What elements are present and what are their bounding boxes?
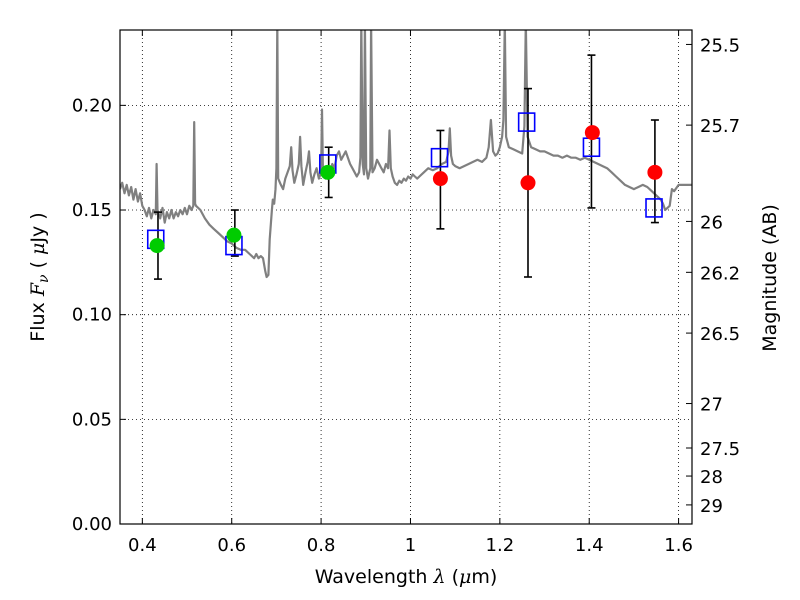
circle-marker (432, 171, 448, 187)
square-marker (517, 112, 536, 132)
axis-ticks: 0.4 0.6 0.8 1 1.2 1.4 1.6 0.00 0.05 0.10 0.15 0.20 2… (72, 30, 740, 556)
y-axis-label: Flux Fν ( μJy ) (27, 212, 52, 341)
square-marker (645, 198, 663, 218)
plot-frame (119, 29, 693, 525)
y-tick-label: 0.15 (72, 200, 112, 221)
x-tick-label: 1.2 (486, 535, 515, 556)
circle-marker (320, 164, 336, 180)
grid (120, 30, 692, 524)
mag-tick-label: 28 (700, 467, 723, 488)
mag-tick-label: 27 (700, 395, 723, 416)
data-markers (146, 112, 663, 256)
x-tick-label: 0.4 (128, 535, 157, 556)
mag-tick-label: 25.7 (700, 116, 740, 137)
mag-tick-label: 29 (700, 496, 723, 517)
template-spectrum (120, 30, 692, 279)
mag-tick-label: 27.5 (700, 439, 740, 460)
x-tick-label: 0.6 (217, 535, 246, 556)
x-tick-label: 1 (405, 535, 416, 556)
y-tick-label: 0.10 (72, 305, 112, 326)
x-tick-label: 0.8 (307, 535, 336, 556)
y-tick-label: 0.00 (72, 514, 112, 535)
x-axis-label: Wavelength λ (μm) (315, 566, 498, 588)
circle-marker (584, 125, 600, 141)
y2-axis-label: Magnitude (AB) (759, 204, 781, 352)
circle-marker (226, 227, 242, 243)
mag-tick-label: 26.5 (700, 324, 740, 345)
mag-tick-label: 26 (700, 212, 723, 233)
spectrum-line (120, 30, 692, 279)
y-tick-label: 0.20 (72, 95, 112, 116)
mag-tick-label: 25.5 (700, 35, 740, 56)
square-marker (430, 147, 449, 168)
error-bars (153, 54, 659, 280)
mag-tick-label: 26.2 (700, 263, 740, 284)
y-tick-label: 0.05 (72, 409, 112, 430)
x-tick-label: 1.6 (664, 535, 693, 556)
circle-marker (647, 164, 663, 180)
x-tick-label: 1.4 (575, 535, 604, 556)
circle-marker (520, 175, 536, 191)
circle-marker (149, 238, 165, 254)
